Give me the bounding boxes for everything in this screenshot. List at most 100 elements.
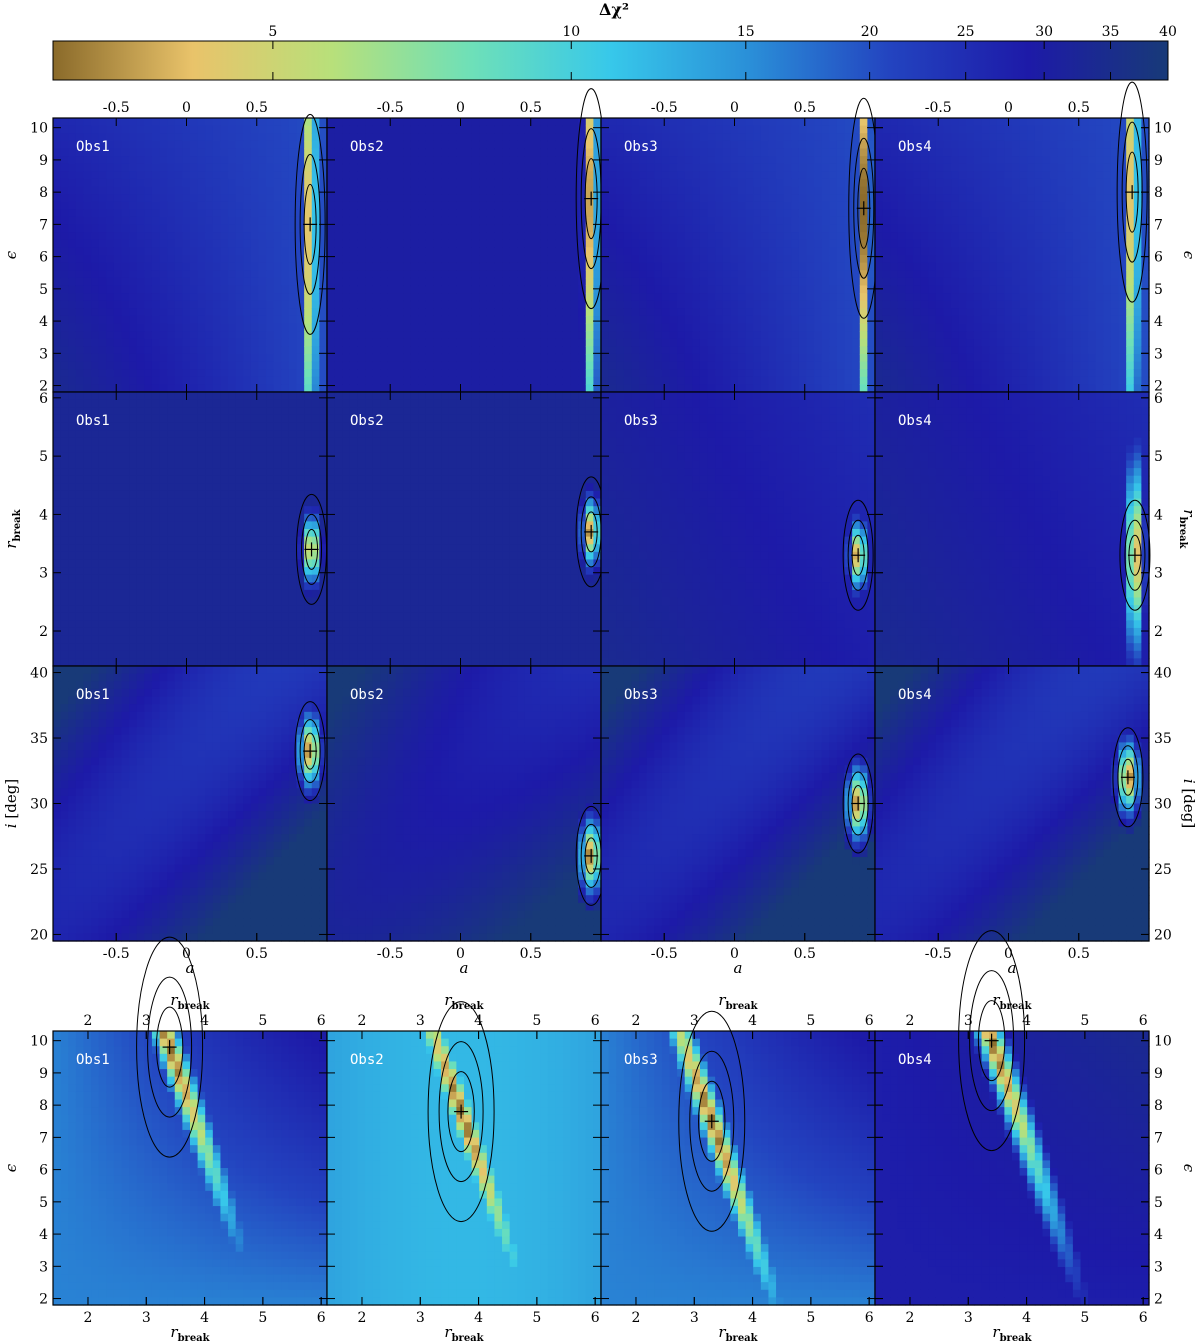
heatmap-cell xyxy=(722,262,731,271)
heatmap-cell xyxy=(334,133,343,142)
heatmap-cell xyxy=(60,255,69,264)
heatmap-cell xyxy=(776,194,785,203)
heatmap-cell xyxy=(464,308,473,317)
heatmap-cell xyxy=(715,125,724,134)
heatmap-cell xyxy=(715,163,724,172)
heatmap-cell xyxy=(243,194,252,203)
heatmap-cell xyxy=(258,323,267,332)
heatmap-cell xyxy=(319,285,328,294)
heatmap-cell xyxy=(532,163,541,172)
heatmap-cell xyxy=(387,346,397,355)
heatmap-cell xyxy=(547,148,556,157)
heatmap-cell xyxy=(760,376,770,385)
heatmap-cell xyxy=(448,201,457,210)
heatmap-cell xyxy=(958,194,967,203)
heatmap-cell xyxy=(456,270,465,279)
heatmap-cell xyxy=(768,361,777,370)
heatmap-cell xyxy=(654,216,663,226)
heatmap-cell xyxy=(585,224,594,233)
heatmap-cell xyxy=(494,384,503,393)
heatmap-cell xyxy=(288,315,298,325)
heatmap-cell xyxy=(403,194,412,203)
heatmap-cell xyxy=(334,331,343,340)
heatmap-cell xyxy=(91,376,100,385)
heatmap-cell xyxy=(212,369,222,378)
heatmap-cell xyxy=(631,224,640,233)
heatmap-cell xyxy=(167,216,176,226)
heatmap-cell xyxy=(601,163,610,172)
heatmap-cell xyxy=(562,346,572,355)
heatmap-cell xyxy=(319,300,328,309)
heatmap-cell xyxy=(836,186,846,195)
heatmap-cell xyxy=(760,194,770,203)
heatmap-cell xyxy=(996,353,1005,363)
heatmap-cell xyxy=(288,125,298,134)
heatmap-cell xyxy=(395,133,404,142)
heatmap-cell xyxy=(464,346,473,355)
heatmap-cell xyxy=(167,186,176,195)
heatmap-cell xyxy=(83,201,92,210)
heatmap-cell xyxy=(342,361,351,370)
heatmap-cell xyxy=(913,163,922,172)
heatmap-cell xyxy=(562,376,572,385)
heatmap-cell xyxy=(616,384,625,393)
heatmap-cell xyxy=(418,376,427,385)
heatmap-cell xyxy=(639,216,648,226)
heatmap-cell xyxy=(60,331,69,340)
heatmap-cell xyxy=(639,186,648,195)
heatmap-cell xyxy=(935,201,945,210)
heatmap-cell xyxy=(479,232,488,241)
heatmap-cell xyxy=(174,277,183,287)
heatmap-cell xyxy=(882,277,891,287)
heatmap-cell xyxy=(981,361,990,370)
heatmap-cell xyxy=(882,148,891,157)
heatmap-cell xyxy=(304,125,313,134)
heatmap-cell xyxy=(273,171,282,180)
heatmap-cell xyxy=(53,323,62,332)
heatmap-cell xyxy=(1034,209,1044,218)
heatmap-cell xyxy=(136,148,145,157)
heatmap-cell xyxy=(1034,331,1044,340)
heatmap-cell xyxy=(205,255,214,264)
heatmap-cell xyxy=(722,186,731,195)
heatmap-cell xyxy=(920,148,929,157)
heatmap-cell xyxy=(547,156,556,165)
heatmap-cell xyxy=(836,194,846,203)
heatmap-cell xyxy=(250,178,260,188)
heatmap-cell xyxy=(867,216,876,226)
heatmap-cell xyxy=(829,331,838,340)
heatmap-cell xyxy=(966,133,975,142)
heatmap-cell xyxy=(631,369,640,378)
heatmap-cell xyxy=(250,186,260,195)
heatmap-cell xyxy=(266,293,275,302)
heatmap-cell xyxy=(327,133,336,142)
heatmap-cell xyxy=(418,178,427,188)
heatmap-cell xyxy=(1012,201,1021,210)
heatmap-cell xyxy=(897,338,907,347)
heatmap-cell xyxy=(524,148,534,157)
heatmap-cell xyxy=(380,262,389,271)
heatmap-cell xyxy=(365,163,374,172)
heatmap-cell xyxy=(699,346,709,355)
heatmap-cell xyxy=(304,224,313,233)
heatmap-cell xyxy=(798,118,808,127)
heatmap-cell xyxy=(669,125,678,134)
heatmap-cell xyxy=(479,315,488,325)
heatmap-cell xyxy=(441,118,450,127)
heatmap-cell xyxy=(707,293,716,302)
heatmap-cell xyxy=(669,369,678,378)
heatmap-cell xyxy=(98,178,107,188)
heatmap-cell xyxy=(601,194,610,203)
heatmap-cell xyxy=(562,308,572,317)
heatmap-cell xyxy=(829,346,838,355)
heatmap-cell xyxy=(798,178,808,188)
heatmap-cell xyxy=(555,148,564,157)
heatmap-cell xyxy=(707,194,716,203)
heatmap-cell xyxy=(250,285,260,294)
heatmap-cell xyxy=(212,247,222,256)
heatmap-cell xyxy=(798,156,808,165)
heatmap-cell xyxy=(144,277,153,287)
heatmap-cell xyxy=(220,308,229,317)
heatmap-cell xyxy=(540,239,549,248)
heatmap-cell xyxy=(372,156,381,165)
